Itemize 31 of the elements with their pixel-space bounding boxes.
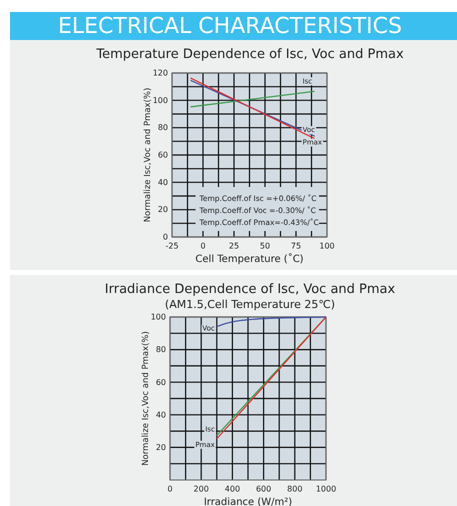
y-tick-label: 100 bbox=[152, 96, 168, 105]
y-axis-title: Normalize Isc,Voc and Pmax(%) bbox=[141, 331, 151, 466]
y-tick-label: 60 bbox=[156, 378, 166, 387]
y-tick-label: 120 bbox=[152, 68, 168, 78]
x-tick-label: 50 bbox=[260, 242, 270, 251]
x-tick-label: 600 bbox=[256, 484, 272, 494]
x-tick-label: -25 bbox=[165, 242, 179, 251]
y-tick-label: 80 bbox=[158, 123, 168, 132]
y-tick-label: 20 bbox=[158, 205, 168, 214]
y-tick-label: 40 bbox=[156, 410, 166, 420]
y-tick-label: 100 bbox=[150, 312, 166, 322]
x-tick-label: 200 bbox=[194, 484, 209, 494]
x-tick-label: 25 bbox=[228, 242, 240, 251]
x-tick-label: 400 bbox=[224, 484, 240, 494]
x-axis-title: Irradiance (W/m²) bbox=[204, 497, 292, 506]
y-tick-label: 40 bbox=[158, 178, 168, 187]
y-tick-label: 80 bbox=[156, 345, 166, 354]
chart-subtitle: (AM1.5,Cell Temperature 25℃) bbox=[164, 298, 336, 311]
chart-title: Irradiance Dependence of Isc, Voc and Pmax bbox=[104, 282, 396, 297]
y-tick-label: 60 bbox=[158, 150, 168, 160]
x-tick-label: 1000 bbox=[316, 484, 336, 494]
x-tick-label: 75 bbox=[290, 242, 302, 251]
y-tick-label: 0 bbox=[162, 232, 168, 242]
text: ELECTRICAL CHARACTERISTICS bbox=[58, 14, 402, 39]
y-axis-title: Normalize Isc,Voc and Pmax(%) bbox=[143, 88, 153, 222]
x-axis-title: Cell Temperature (˚C) bbox=[195, 253, 304, 265]
x-tick-label: 0 bbox=[200, 242, 206, 251]
x-tick-label: 800 bbox=[287, 484, 302, 494]
y-tick-label: 20 bbox=[156, 442, 166, 452]
chart-title: Temperature Dependence of Isc, Voc and Pmax bbox=[95, 47, 404, 62]
x-tick-label: 100 bbox=[319, 242, 335, 251]
